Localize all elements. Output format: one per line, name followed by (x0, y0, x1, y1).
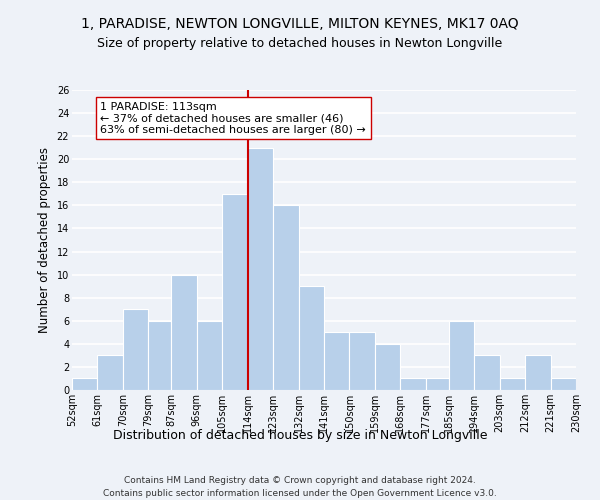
Bar (222, 194, 248, 390)
Bar (324, 332, 349, 390)
Bar (273, 206, 299, 390)
Bar (248, 148, 273, 390)
Text: Contains public sector information licensed under the Open Government Licence v3: Contains public sector information licen… (103, 489, 497, 498)
Bar (197, 321, 222, 390)
Bar (449, 321, 474, 390)
Bar (299, 286, 324, 390)
Bar (123, 309, 148, 390)
Text: Distribution of detached houses by size in Newton Longville: Distribution of detached houses by size … (113, 428, 487, 442)
Text: 1, PARADISE, NEWTON LONGVILLE, MILTON KEYNES, MK17 0AQ: 1, PARADISE, NEWTON LONGVILLE, MILTON KE… (81, 18, 519, 32)
Bar (349, 332, 375, 390)
Bar (400, 378, 426, 390)
Bar (426, 378, 449, 390)
Bar (148, 321, 171, 390)
Bar (72, 378, 97, 390)
Bar (500, 378, 525, 390)
Text: Size of property relative to detached houses in Newton Longville: Size of property relative to detached ho… (97, 38, 503, 51)
Bar (551, 378, 576, 390)
Bar (97, 356, 123, 390)
Text: 1 PARADISE: 113sqm
← 37% of detached houses are smaller (46)
63% of semi-detache: 1 PARADISE: 113sqm ← 37% of detached hou… (100, 102, 366, 134)
Bar (375, 344, 400, 390)
Bar (171, 274, 197, 390)
Bar (474, 356, 500, 390)
Bar (525, 356, 551, 390)
Text: Contains HM Land Registry data © Crown copyright and database right 2024.: Contains HM Land Registry data © Crown c… (124, 476, 476, 485)
Y-axis label: Number of detached properties: Number of detached properties (38, 147, 51, 333)
